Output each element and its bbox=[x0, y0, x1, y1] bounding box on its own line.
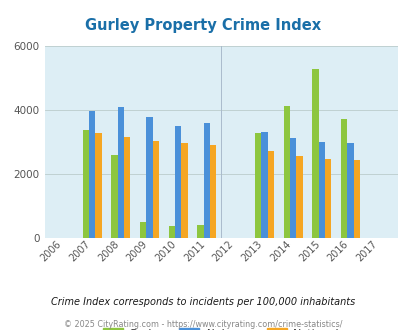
Bar bbox=[152, 141, 159, 238]
Text: © 2025 CityRating.com - https://www.cityrating.com/crime-statistics/: © 2025 CityRating.com - https://www.city… bbox=[64, 319, 341, 329]
Bar bbox=[209, 145, 216, 238]
Bar bbox=[340, 119, 347, 238]
Bar bbox=[267, 150, 273, 238]
Bar bbox=[324, 159, 330, 238]
Bar bbox=[111, 155, 117, 238]
Bar bbox=[181, 143, 187, 238]
Legend: Gurley, Alabama, National: Gurley, Alabama, National bbox=[98, 323, 343, 330]
Bar bbox=[318, 142, 324, 238]
Bar bbox=[95, 133, 101, 238]
Bar bbox=[347, 143, 353, 238]
Bar bbox=[124, 137, 130, 238]
Bar bbox=[146, 117, 152, 238]
Bar bbox=[140, 222, 146, 238]
Bar bbox=[168, 226, 175, 238]
Bar bbox=[289, 138, 296, 238]
Bar bbox=[82, 130, 89, 238]
Bar bbox=[203, 123, 209, 238]
Bar bbox=[311, 69, 318, 238]
Text: Crime Index corresponds to incidents per 100,000 inhabitants: Crime Index corresponds to incidents per… bbox=[51, 297, 354, 307]
Bar bbox=[197, 224, 203, 238]
Bar bbox=[353, 160, 359, 238]
Bar bbox=[254, 133, 260, 238]
Text: Gurley Property Crime Index: Gurley Property Crime Index bbox=[85, 18, 320, 33]
Bar bbox=[260, 132, 267, 238]
Bar bbox=[175, 126, 181, 238]
Bar bbox=[283, 106, 289, 238]
Bar bbox=[296, 156, 302, 238]
Bar bbox=[89, 111, 95, 238]
Bar bbox=[117, 107, 124, 238]
